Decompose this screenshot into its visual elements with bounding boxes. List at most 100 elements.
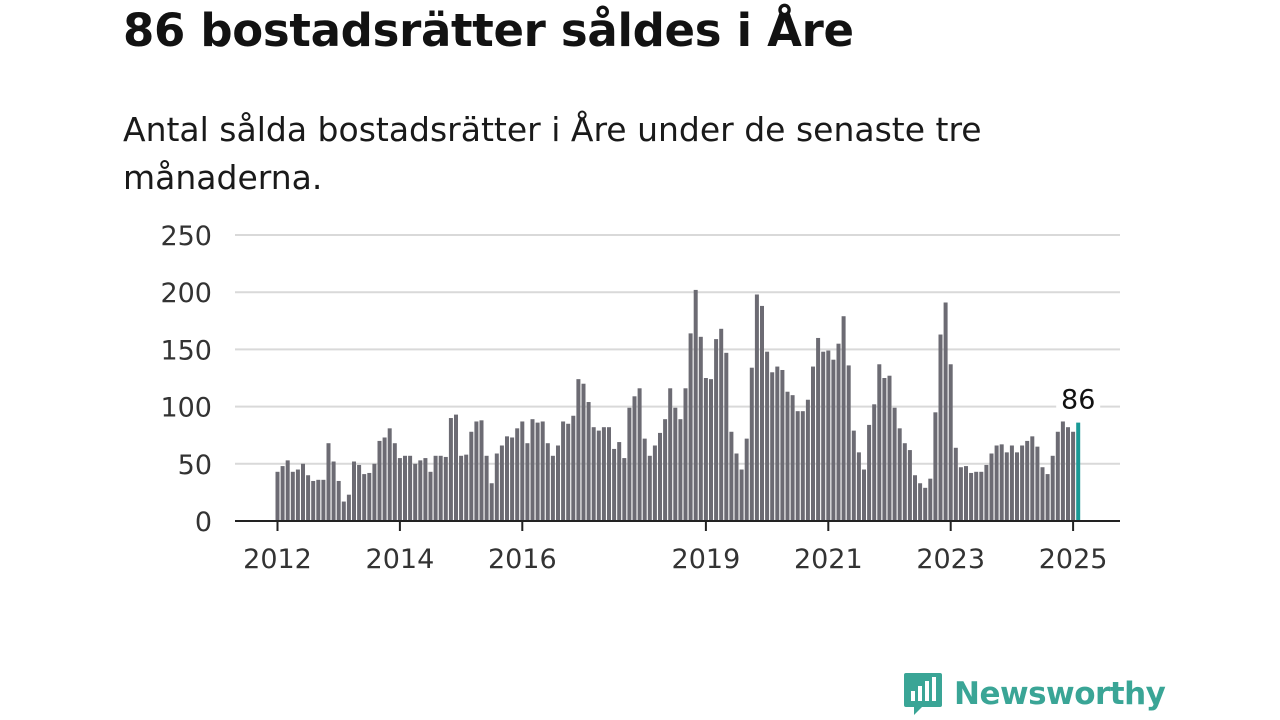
bar <box>520 421 525 521</box>
bar <box>596 430 601 521</box>
y-tick-label: 250 <box>160 221 212 252</box>
bar <box>688 333 693 521</box>
bar <box>683 388 688 521</box>
bar <box>530 419 535 521</box>
bar <box>464 454 469 521</box>
bar <box>295 469 300 521</box>
bar <box>974 471 979 521</box>
bar <box>953 447 958 521</box>
bar <box>423 458 428 521</box>
y-tick-label: 50 <box>178 450 212 481</box>
bar <box>933 412 938 521</box>
bar <box>658 432 662 521</box>
grid-lines <box>235 234 1120 465</box>
bar <box>984 464 989 521</box>
bar <box>301 463 305 521</box>
annotations: 86 <box>1056 380 1101 416</box>
bar <box>698 336 703 521</box>
bar <box>913 475 917 521</box>
bar <box>1040 467 1045 521</box>
y-axis-tick-labels: 0 50 100 150 200 250 <box>160 221 212 538</box>
bar <box>841 316 846 521</box>
y-tick-label: 0 <box>195 507 212 538</box>
bar <box>316 479 321 521</box>
bar <box>709 379 713 521</box>
bar <box>622 458 627 521</box>
bar <box>336 480 341 521</box>
bar <box>392 443 397 521</box>
bar <box>586 402 591 521</box>
bar <box>352 461 356 521</box>
chart-title: 86 bostadsrätter såldes i Åre <box>123 4 854 57</box>
bar <box>928 478 933 521</box>
bar <box>999 444 1004 521</box>
bar <box>872 404 877 521</box>
bar <box>795 411 800 521</box>
bar <box>678 419 683 521</box>
x-tick-label: 2014 <box>366 544 435 575</box>
bar <box>556 445 560 521</box>
bar <box>724 352 729 521</box>
bar <box>607 427 611 521</box>
bar <box>918 483 923 521</box>
bar <box>811 366 815 521</box>
bar <box>897 428 902 521</box>
y-tick-label: 100 <box>160 393 212 424</box>
bar <box>1066 427 1070 521</box>
bar <box>311 480 316 521</box>
bar <box>540 421 545 521</box>
bar <box>760 305 764 521</box>
bar <box>856 452 861 521</box>
bar <box>372 463 377 521</box>
x-tick-label: 2016 <box>488 544 557 575</box>
bar <box>331 461 336 521</box>
bar <box>346 494 351 521</box>
bar <box>1025 440 1030 521</box>
bar <box>749 367 754 521</box>
bar <box>367 472 372 521</box>
bar <box>601 427 606 521</box>
bar <box>459 455 464 521</box>
bar <box>1030 436 1035 521</box>
bar <box>938 334 943 521</box>
bar <box>418 460 423 521</box>
bar <box>438 455 443 521</box>
brand-name: Newsworthy <box>954 676 1166 712</box>
bar <box>719 328 724 521</box>
bar <box>729 431 734 521</box>
bar <box>550 455 555 521</box>
bar-chart: 0 50 100 150 200 250 2012 2014 2016 2019 2021 2023… <box>160 221 1120 575</box>
bar <box>1060 421 1065 521</box>
bar <box>1020 445 1025 521</box>
bar <box>744 438 749 521</box>
y-tick-label: 150 <box>160 335 212 366</box>
bar <box>443 456 448 521</box>
bar <box>321 479 326 521</box>
bar <box>617 442 622 521</box>
bar <box>632 396 637 521</box>
bar <box>612 448 617 521</box>
bar <box>816 337 821 521</box>
x-tick-label: 2012 <box>243 544 312 575</box>
bar <box>867 424 872 521</box>
bar <box>515 428 520 521</box>
bar <box>525 443 530 521</box>
bar <box>535 422 540 521</box>
y-tick-label: 200 <box>160 278 212 309</box>
bar <box>454 414 458 521</box>
bar <box>428 471 433 521</box>
bar <box>591 427 596 521</box>
bar <box>979 471 984 521</box>
bar <box>948 364 953 521</box>
bar <box>902 443 907 521</box>
bar <box>489 483 494 521</box>
bar <box>663 419 668 521</box>
highlight-bar <box>1076 422 1081 521</box>
bar <box>805 399 810 521</box>
bar <box>862 469 866 521</box>
bar <box>474 421 479 521</box>
bar <box>780 369 785 521</box>
bar <box>1009 445 1014 521</box>
bar <box>408 455 413 521</box>
bar <box>958 467 963 521</box>
